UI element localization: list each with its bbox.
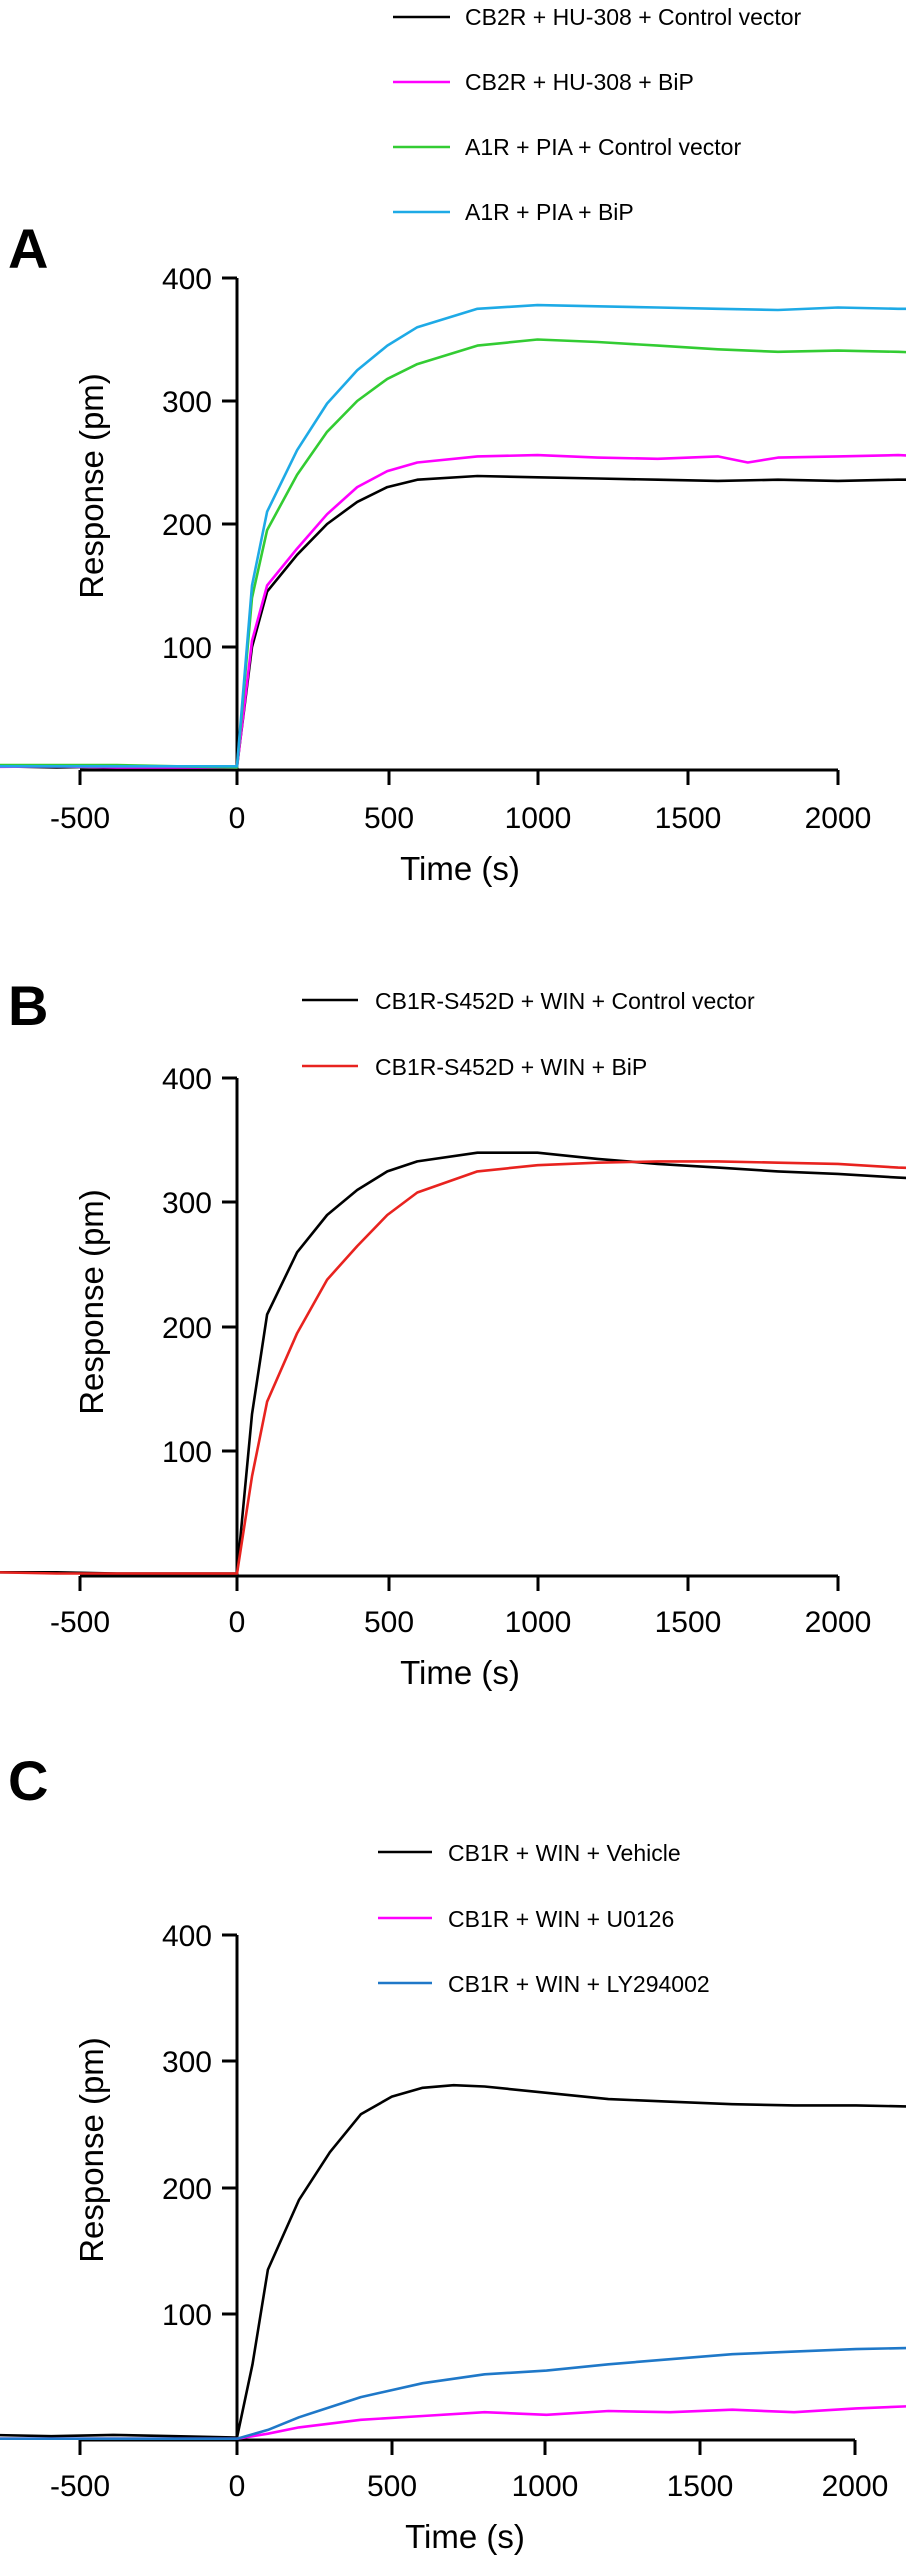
- legend-label-c-2: CB1R + WIN + LY294002: [448, 1971, 710, 1997]
- panel-c: C CB1R + WIN + Vehicle CB1R + WIN + U012…: [0, 1749, 906, 2555]
- x-tick-label-b-1: 0: [229, 1606, 246, 1639]
- series-line-a-1: [0, 453, 906, 769]
- y-tick-label-b-3: 400: [162, 1063, 212, 1096]
- series-line-a-3: [0, 303, 906, 768]
- x-tick-label-c-1: 0: [229, 2470, 246, 2503]
- y-ticks-a: 100 200 300 400: [162, 263, 237, 665]
- x-ticks-a: -500 0 500 1000 1500 2000: [50, 770, 871, 835]
- series-line-c-0: [0, 2083, 906, 2439]
- y-tick-label-c-3: 400: [162, 1920, 212, 1953]
- y-tick-label-a-3: 400: [162, 263, 212, 296]
- x-tick-label-c-3: 1000: [512, 2470, 579, 2503]
- x-tick-label-a-1: 0: [229, 802, 246, 835]
- x-ticks-c: -500 0 500 1000 1500 2000: [50, 2440, 888, 2503]
- x-tick-label-b-5: 2000: [805, 1606, 872, 1639]
- legend-label-a-0: CB2R + HU-308 + Control vector: [465, 4, 802, 30]
- panel-letter-b: B: [8, 974, 48, 1037]
- series-line-c-1: [0, 2405, 906, 2440]
- x-tick-label-a-3: 1000: [505, 802, 572, 835]
- x-tick-label-c-2: 500: [367, 2470, 417, 2503]
- x-axis-title-b: Time (s): [400, 1654, 520, 1691]
- y-axis-title-b: Response (pm): [73, 1189, 110, 1415]
- x-axis-title-c: Time (s): [405, 2518, 525, 2555]
- x-tick-label-b-2: 500: [364, 1606, 414, 1639]
- series-lines-c: [0, 2083, 906, 2440]
- panel-letter-a: A: [8, 217, 48, 280]
- series-line-a-2: [0, 338, 906, 769]
- legend-label-c-1: CB1R + WIN + U0126: [448, 1906, 674, 1932]
- x-ticks-b: -500 0 500 1000 1500 2000: [50, 1576, 871, 1639]
- panel-letter-c: C: [8, 1749, 48, 1812]
- x-tick-label-b-4: 1500: [655, 1606, 722, 1639]
- panel-b: B CB1R-S452D + WIN + Control vector CB1R…: [0, 974, 906, 1691]
- x-tick-label-a-5: 2000: [805, 802, 872, 835]
- x-tick-label-a-0: -500: [50, 802, 110, 835]
- legend-b: CB1R-S452D + WIN + Control vector CB1R-S…: [302, 988, 755, 1080]
- series-lines-a: [0, 303, 906, 769]
- series-line-a-0: [0, 474, 906, 769]
- legend-c: CB1R + WIN + Vehicle CB1R + WIN + U0126 …: [378, 1840, 710, 1997]
- x-tick-label-c-0: -500: [50, 2470, 110, 2503]
- y-tick-label-b-2: 300: [162, 1187, 212, 1220]
- y-tick-label-a-1: 200: [162, 509, 212, 542]
- legend-a: CB2R + HU-308 + Control vector CB2R + HU…: [393, 4, 802, 225]
- legend-label-a-1: CB2R + HU-308 + BiP: [465, 69, 694, 95]
- legend-label-b-0: CB1R-S452D + WIN + Control vector: [375, 988, 755, 1014]
- x-tick-label-c-4: 1500: [667, 2470, 734, 2503]
- y-tick-label-c-2: 300: [162, 2046, 212, 2079]
- legend-label-a-3: A1R + PIA + BiP: [465, 199, 634, 225]
- x-tick-label-b-3: 1000: [505, 1606, 572, 1639]
- x-tick-label-a-4: 1500: [655, 802, 722, 835]
- y-axis-title-c: Response (pm): [73, 2037, 110, 2263]
- x-tick-label-c-5: 2000: [822, 2470, 889, 2503]
- legend-label-b-1: CB1R-S452D + WIN + BiP: [375, 1054, 647, 1080]
- y-ticks-b: 100 200 300 400: [162, 1063, 237, 1469]
- y-tick-label-c-1: 200: [162, 2173, 212, 2206]
- y-ticks-c: 100 200 300 400: [162, 1920, 237, 2332]
- x-axis-title-a: Time (s): [400, 850, 520, 887]
- legend-label-c-0: CB1R + WIN + Vehicle: [448, 1840, 681, 1866]
- y-tick-label-c-0: 100: [162, 2299, 212, 2332]
- x-tick-label-a-2: 500: [364, 802, 414, 835]
- y-tick-label-a-0: 100: [162, 632, 212, 665]
- series-lines-b: [0, 1151, 906, 1575]
- series-line-c-2: [0, 2346, 906, 2440]
- y-tick-label-a-2: 300: [162, 386, 212, 419]
- y-axis-title-a: Response (pm): [73, 373, 110, 599]
- series-line-b-1: [0, 1160, 906, 1575]
- y-tick-label-b-1: 200: [162, 1312, 212, 1345]
- x-tick-label-b-0: -500: [50, 1606, 110, 1639]
- y-tick-label-b-0: 100: [162, 1436, 212, 1469]
- panel-a: A CB2R + HU-308 + Control vector CB2R + …: [0, 4, 906, 887]
- legend-label-a-2: A1R + PIA + Control vector: [465, 134, 741, 160]
- series-line-b-0: [0, 1151, 906, 1575]
